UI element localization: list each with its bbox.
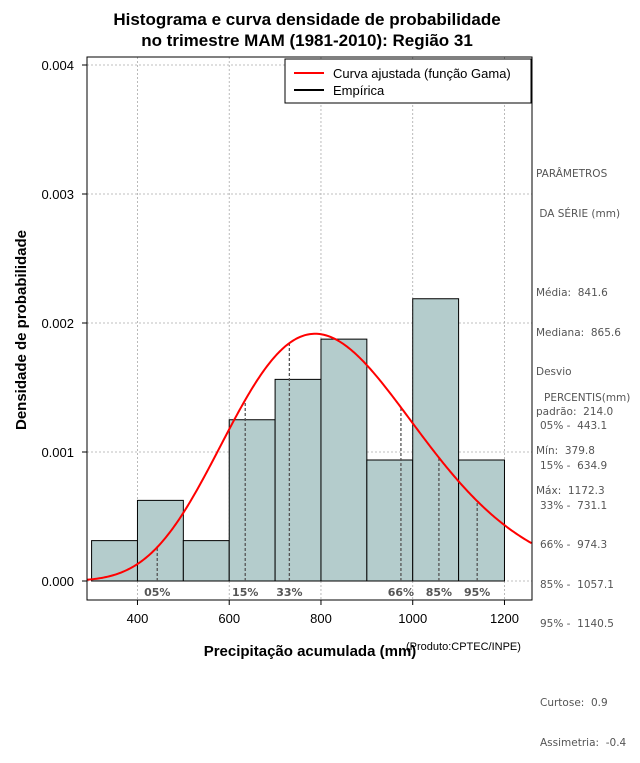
legend: Curva ajustada (função Gama) Empírica: [284, 58, 532, 104]
x-tick-label-1200: 1200: [490, 611, 519, 626]
x-tick-label-600: 600: [218, 611, 240, 626]
histogram-bars: [91, 298, 505, 582]
params-title-line1: PARÂMETROS: [536, 168, 608, 181]
plot-frame: [86, 56, 533, 601]
percentile-85: 85% - 1057.1: [540, 578, 614, 591]
param-max: Máx: 1172.3: [536, 485, 605, 498]
histogram-bar-400-500: [136, 499, 184, 582]
series-parameters-panel: PARÂMETROS DA SÉRIE (mm) Média: 841.6 Me…: [536, 142, 621, 511]
histogram-chart: Histograma e curva densidade de probabil…: [13, 10, 533, 660]
percentile-66: 66% - 974.3: [540, 539, 608, 552]
percentile-label-15: 15%: [232, 586, 258, 599]
chart-title-line2: no trimestre MAM (1981-2010): Região 31: [141, 31, 473, 50]
legend-curve-label: Curva ajustada (função Gama): [333, 66, 511, 81]
param-desvio-value: padrão: 214.0: [536, 405, 614, 418]
y-tick-label-0.004: 0.004: [41, 58, 74, 73]
percentiles-title: PERCENTIS(mm): [544, 366, 630, 419]
histogram-bar-600-700: [228, 419, 276, 582]
percentile-markers: 05% 15% 33% 66% 85% 95%: [144, 343, 490, 599]
x-tick-label-1000: 1000: [398, 611, 427, 626]
stat-assimetria: Assimetria: -0.4: [540, 737, 627, 750]
x-tick-label-400: 400: [127, 611, 149, 626]
histogram-bar-700-800: [274, 378, 322, 582]
percentile-label-33: 33%: [276, 586, 302, 599]
percentile-05: 05% - 443.1: [540, 420, 608, 433]
y-tick-label-0.003: 0.003: [41, 187, 74, 202]
histogram-bar-800-900: [320, 338, 368, 582]
histogram-bar-1100-1200: [458, 459, 505, 582]
legend-empirical-label: Empírica: [333, 83, 385, 98]
x-axis-label: Precipitação acumulada (mm): [204, 643, 417, 660]
percentile-33: 33% - 731.1: [540, 499, 608, 512]
histogram-bar-900-1000: [366, 459, 414, 582]
param-media: Média: 841.6: [536, 287, 608, 300]
percentile-label-66: 66%: [388, 586, 414, 599]
gamma-fit-curve: [86, 332, 533, 581]
param-mediana: Mediana: 865.6: [536, 326, 621, 339]
stat-curtose: Curtose: 0.9: [540, 697, 608, 710]
percentile-95: 95% - 1140.5: [540, 618, 614, 631]
x-tick-label-800: 800: [310, 611, 332, 626]
histogram-bar-500-600: [182, 540, 230, 582]
percentile-label-85: 85%: [426, 586, 452, 599]
product-credit: (Produto:CPTEC/INPE): [406, 641, 521, 653]
legend-box: [284, 58, 532, 104]
y-tick-label-0.000: 0.000: [41, 574, 74, 589]
y-axis-label: Densidade de probabilidade: [13, 230, 30, 430]
param-min: Mín: 379.8: [536, 445, 595, 458]
percentiles-panel: 05% - 443.1 15% - 634.9 33% - 731.1 66% …: [540, 394, 626, 763]
percentile-label-95: 95%: [464, 586, 490, 599]
params-title-line2: DA SÉRIE (mm): [536, 208, 621, 221]
param-desvio-label: Desvio: [536, 366, 572, 379]
axes: 400 600 800 1000 1200 0.000 0.001 0.002 0.003 0.0…: [41, 58, 518, 626]
histogram-bar-1000-1100: [412, 298, 460, 582]
percentis-heading: PERCENTIS(mm): [544, 392, 631, 405]
y-tick-label-0.002: 0.002: [41, 316, 74, 331]
percentile-label-05: 05%: [144, 586, 170, 599]
percentile-15: 15% - 634.9: [540, 460, 608, 473]
y-tick-label-0.001: 0.001: [41, 445, 74, 460]
chart-title-line1: Histograma e curva densidade de probabil…: [113, 10, 500, 29]
